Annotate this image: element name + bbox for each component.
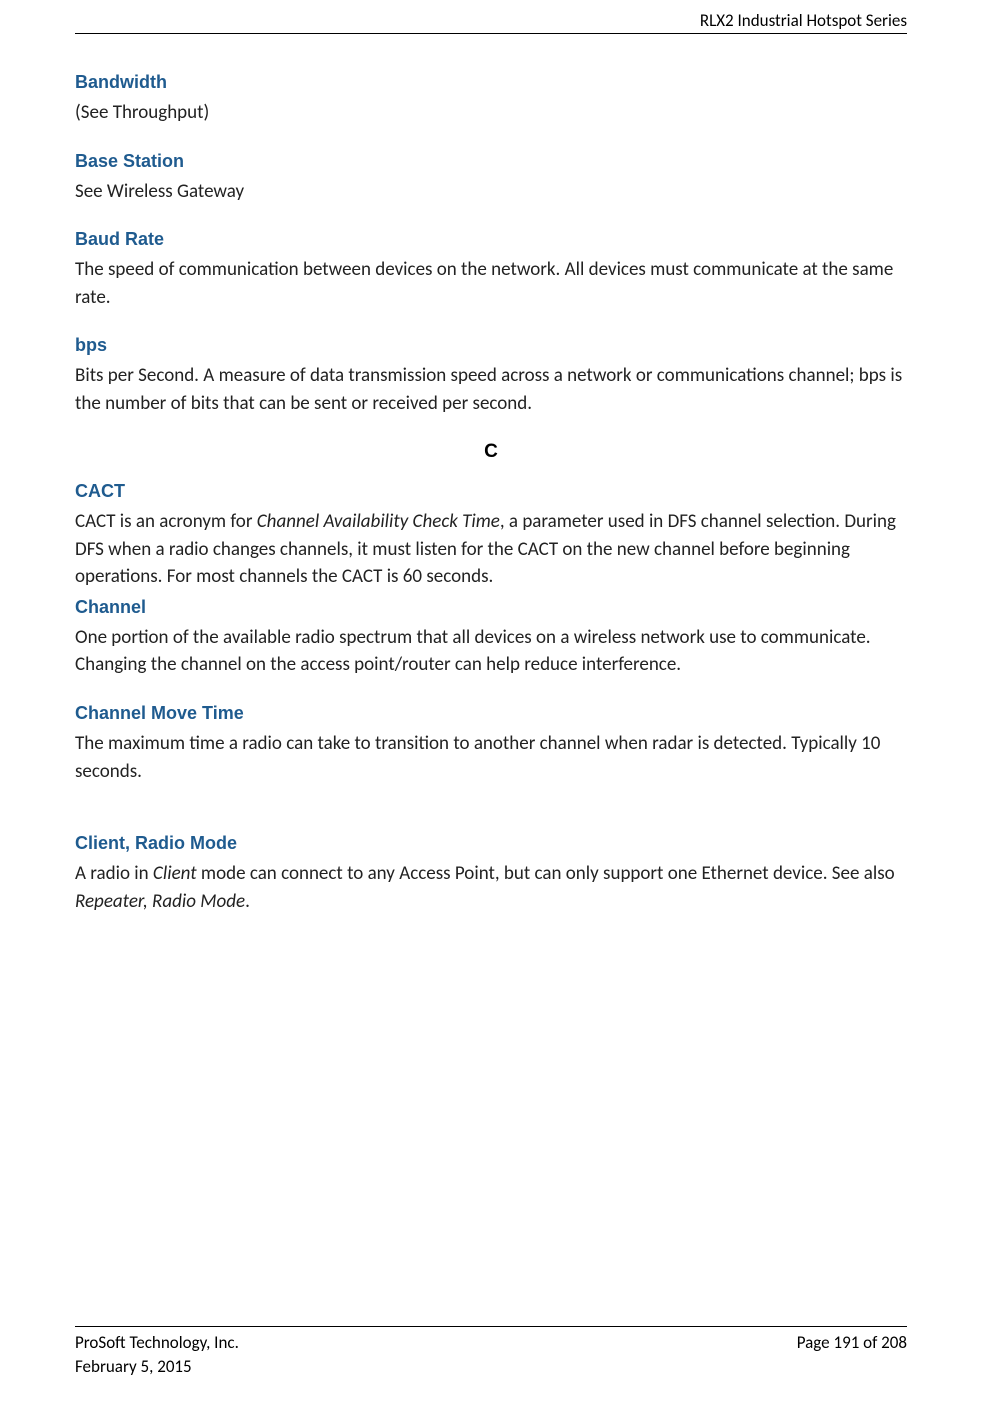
- text-italic: Client: [153, 862, 197, 885]
- footer-page: Page 191 of 208: [797, 1331, 907, 1355]
- page-container: RLX2 Industrial Hotspot Series Bandwidth…: [0, 0, 982, 1415]
- term-heading: Channel: [75, 597, 907, 618]
- footer-company: ProSoft Technology, Inc.: [75, 1331, 239, 1355]
- term-body: (See Throughput): [75, 99, 907, 127]
- term-heading: bps: [75, 335, 907, 356]
- term-heading: Channel Move Time: [75, 703, 907, 724]
- term-heading: Base Station: [75, 151, 907, 172]
- footer-left: ProSoft Technology, Inc. February 5, 201…: [75, 1331, 239, 1379]
- page-footer: ProSoft Technology, Inc. February 5, 201…: [75, 1326, 907, 1379]
- term-body: One portion of the available radio spect…: [75, 624, 907, 679]
- header-title: RLX2 Industrial Hotspot Series: [75, 10, 907, 31]
- term-cact: CACT CACT is an acronym for Channel Avai…: [75, 481, 907, 591]
- text-mid: mode can connect to any Access Point, bu…: [197, 862, 895, 885]
- term-bandwidth: Bandwidth (See Throughput): [75, 72, 907, 127]
- term-heading: CACT: [75, 481, 907, 502]
- term-body: CACT is an acronym for Channel Availabil…: [75, 508, 907, 591]
- term-heading: Baud Rate: [75, 229, 907, 250]
- term-heading: Client, Radio Mode: [75, 833, 907, 854]
- text-italic: Channel Availability Check Time: [257, 510, 500, 533]
- text-pre: CACT is an acronym for: [75, 510, 257, 533]
- term-heading: Bandwidth: [75, 72, 907, 93]
- term-channel-move-time: Channel Move Time The maximum time a rad…: [75, 703, 907, 785]
- page-content: Bandwidth (See Throughput) Base Station …: [75, 34, 907, 915]
- term-bps: bps Bits per Second. A measure of data t…: [75, 335, 907, 417]
- term-body: A radio in Client mode can connect to an…: [75, 860, 907, 915]
- term-baud-rate: Baud Rate The speed of communication bet…: [75, 229, 907, 311]
- footer-date: February 5, 2015: [75, 1355, 239, 1379]
- term-body: See Wireless Gateway: [75, 178, 907, 206]
- text-italic: Repeater, Radio Mode: [75, 890, 245, 913]
- term-body: Bits per Second. A measure of data trans…: [75, 362, 907, 417]
- footer-row: ProSoft Technology, Inc. February 5, 201…: [75, 1331, 907, 1379]
- term-base-station: Base Station See Wireless Gateway: [75, 151, 907, 206]
- text-pre: A radio in: [75, 862, 153, 885]
- text-post: .: [245, 890, 250, 913]
- term-body: The maximum time a radio can take to tra…: [75, 730, 907, 785]
- footer-right: Page 191 of 208: [797, 1331, 907, 1379]
- term-channel: Channel One portion of the available rad…: [75, 597, 907, 679]
- page-header: RLX2 Industrial Hotspot Series: [75, 0, 907, 34]
- term-body: The speed of communication between devic…: [75, 256, 907, 311]
- term-client-radio-mode: Client, Radio Mode A radio in Client mod…: [75, 833, 907, 915]
- section-letter-c: C: [75, 441, 907, 463]
